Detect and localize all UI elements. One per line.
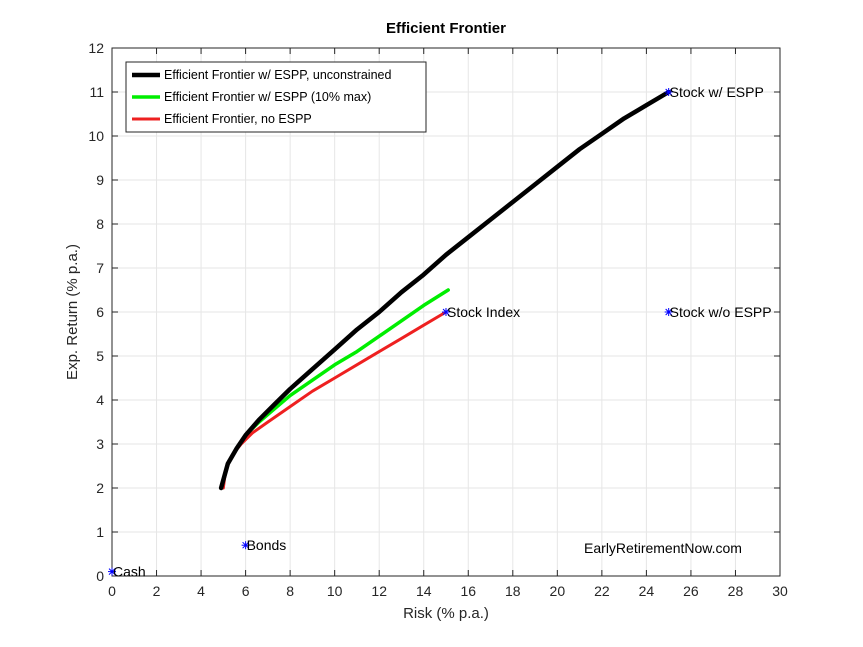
asset-point: Stock Index [442, 304, 520, 320]
x-tick-label: 10 [327, 583, 343, 599]
asterisk-marker [242, 541, 249, 549]
x-tick-label: 8 [286, 583, 294, 599]
chart-title: Efficient Frontier [386, 20, 506, 37]
y-tick-label: 7 [96, 260, 104, 276]
asterisk-marker [108, 568, 116, 575]
x-tick-label: 26 [683, 583, 699, 599]
y-tick-label: 12 [88, 40, 104, 56]
asset-point-label: Stock w/o ESPP [670, 304, 772, 320]
x-tick-label: 28 [728, 583, 744, 599]
y-tick-label: 9 [96, 172, 104, 188]
y-tick-label: 10 [88, 128, 104, 144]
tick-layer: 0 2 4 6 8 10 12 14 16 18 20 22 24 26 28 300123456789101… [88, 40, 788, 599]
watermark-annotation: EarlyRetirementNow.com [584, 540, 742, 556]
asset-point: Stock w/o ESPP [664, 304, 772, 320]
legend-entry-label: Efficient Frontier w/ ESPP, unconstraine… [164, 68, 391, 82]
x-tick-label: 20 [550, 583, 566, 599]
x-tick-label: 16 [460, 583, 476, 599]
series-line-1 [218, 89, 671, 491]
asset-point-label: Bonds [247, 537, 287, 553]
x-tick-label: 0 [108, 583, 116, 599]
asterisk-marker [442, 308, 450, 316]
x-tick-label: 12 [371, 583, 387, 599]
y-tick-label: 8 [96, 216, 104, 232]
legend-box [125, 61, 427, 133]
legend-entry-label: Efficient Frontier, no ESPP [164, 112, 312, 126]
y-tick-label: 5 [96, 348, 104, 364]
y-tick-label: 11 [89, 84, 104, 100]
x-tick-label: 24 [639, 583, 655, 599]
asset-point: Bonds [241, 537, 287, 553]
points-layer: Cash Bonds Stock Index Stock w/ ESPP Stock w… [108, 84, 772, 580]
x-tick-label: 18 [505, 583, 521, 599]
x-tick-label: 2 [153, 583, 161, 599]
asterisk-marker [665, 88, 673, 96]
y-tick-label: 6 [96, 304, 104, 320]
x-tick-label: 14 [416, 583, 432, 599]
y-axis-label: Exp. Return (% p.a.) [64, 244, 81, 380]
x-tick-label: 6 [242, 583, 250, 599]
y-tick-label: 2 [96, 480, 104, 496]
asset-point: Stock w/ ESPP [664, 84, 764, 100]
asset-point: Cash [108, 564, 146, 580]
legend: Efficient Frontier w/ ESPP, unconstraine… [125, 61, 427, 133]
asset-point-label: Stock w/ ESPP [670, 84, 764, 100]
legend-entry-label: Efficient Frontier w/ ESPP (10% max) [164, 90, 371, 104]
x-tick-label: 22 [594, 583, 610, 599]
y-tick-label: 4 [96, 392, 104, 408]
series-layer [218, 89, 671, 491]
x-tick-label: 30 [772, 583, 788, 599]
asterisk-marker [665, 308, 673, 316]
y-tick-label: 3 [96, 436, 104, 452]
x-tick-label: 4 [197, 583, 205, 599]
y-tick-label: 0 [96, 568, 104, 584]
x-axis-label: Risk (% p.a.) [403, 605, 489, 622]
asset-point-label: Cash [113, 564, 146, 580]
y-tick-label: 1 [96, 524, 104, 540]
asset-point-label: Stock Index [447, 304, 520, 320]
